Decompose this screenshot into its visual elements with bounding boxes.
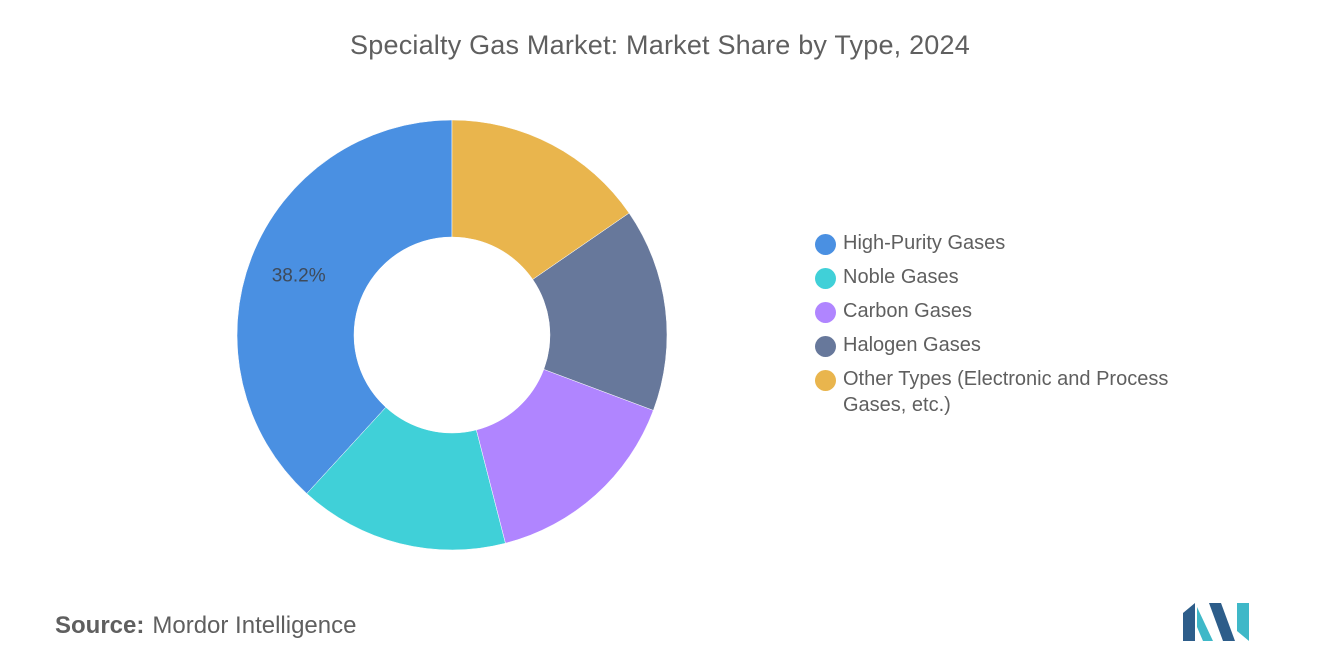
donut-data-labels: 38.2% [272, 265, 326, 286]
legend-swatch [815, 302, 836, 323]
legend-label: High-Purity Gases [843, 232, 1006, 254]
chart-title: Specialty Gas Market: Market Share by Ty… [350, 30, 970, 60]
donut-slice-5 [451, 119, 630, 280]
source-text: Mordor Intelligence [152, 612, 357, 639]
legend-item: High-Purity Gases [815, 230, 1235, 256]
donut-slice-2 [306, 406, 506, 551]
donut-slices [236, 119, 668, 551]
source-prefix: Source: [55, 612, 145, 639]
legend-label: Other Types (Electronic and Process Gase… [843, 368, 1169, 416]
legend-item: Noble Gases [815, 264, 1235, 290]
legend-item: Other Types (Electronic and Process Gase… [815, 366, 1235, 418]
legend-swatch [815, 370, 836, 391]
legend-swatch [815, 234, 836, 255]
legend-swatch [815, 336, 836, 357]
donut-slice-3 [476, 369, 654, 544]
source-note: Source: Mordor Intelligence [55, 612, 356, 640]
legend-item: Carbon Gases [815, 298, 1235, 324]
mordor-intelligence-logo-icon [1183, 603, 1249, 641]
chart-legend: High-Purity Gases Noble Gases Carbon Gases… [815, 230, 1235, 426]
legend-swatch [815, 268, 836, 289]
legend-label: Noble Gases [843, 266, 959, 288]
legend-label: Halogen Gases [843, 334, 981, 356]
donut-data-label-1: 38.2% [272, 265, 326, 286]
legend-label: Carbon Gases [843, 300, 972, 322]
donut-slice-1 [236, 119, 453, 494]
donut-slice-4 [532, 212, 668, 411]
legend-item: Halogen Gases [815, 332, 1235, 358]
